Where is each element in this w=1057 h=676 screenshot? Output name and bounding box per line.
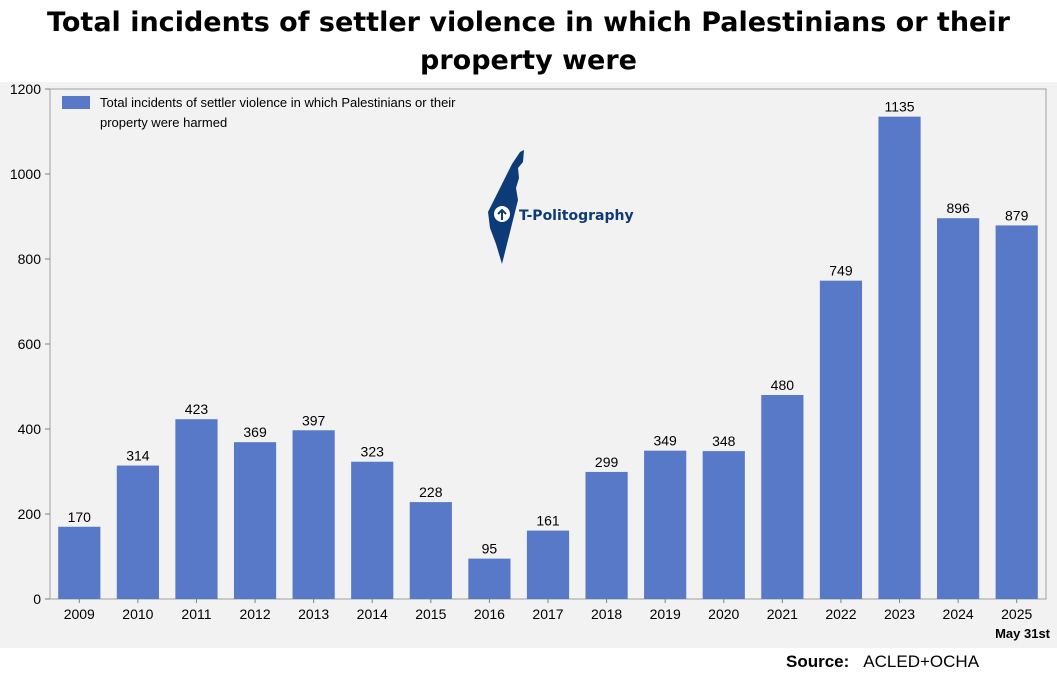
data-label-2023: 1135 bbox=[884, 99, 914, 115]
x-tick-label-2010: 2010 bbox=[122, 606, 153, 622]
data-label-2011: 423 bbox=[185, 401, 209, 417]
x-tick-label-2024: 2024 bbox=[943, 606, 974, 622]
bar-2019 bbox=[644, 450, 687, 599]
y-tick-label: 1200 bbox=[10, 82, 41, 97]
map-logo-icon bbox=[488, 150, 524, 264]
bar-2023 bbox=[878, 116, 921, 599]
bar-2025 bbox=[995, 225, 1038, 600]
x-tick-label-2012: 2012 bbox=[239, 606, 270, 622]
logo: T-Politography bbox=[482, 148, 634, 266]
data-label-2019: 349 bbox=[653, 433, 677, 449]
data-label-2010: 314 bbox=[126, 448, 150, 464]
logo-text: T-Politography bbox=[519, 208, 634, 224]
x-tick-label-2025: 2025 bbox=[1001, 606, 1032, 622]
source-value: ACLED+OCHA bbox=[863, 652, 980, 671]
data-label-2020: 348 bbox=[712, 433, 736, 449]
data-label-2024: 896 bbox=[946, 200, 970, 216]
chart-area: 0 200 400 600 800 1000 1200 2009 2010 2011 2012 201… bbox=[0, 82, 1057, 648]
bar-2022 bbox=[819, 280, 863, 599]
bar-2013 bbox=[292, 430, 335, 599]
x-tick-label-2023: 2023 bbox=[884, 606, 915, 622]
data-label-2021: 480 bbox=[771, 377, 795, 393]
source: Source: ACLED+OCHA bbox=[786, 652, 979, 672]
data-label-2016: 95 bbox=[482, 541, 498, 557]
data-label-2022: 749 bbox=[829, 263, 853, 279]
bar-chart: 0 200 400 600 800 1000 1200 2009 2010 2011 2012 201… bbox=[10, 82, 1051, 641]
bar-2012 bbox=[233, 442, 277, 599]
x-tick-label-2015: 2015 bbox=[415, 606, 446, 622]
legend: Total incidents of settler violence in w… bbox=[62, 95, 456, 130]
y-tick-label: 600 bbox=[18, 336, 42, 352]
legend-label-line2: property were harmed bbox=[100, 115, 227, 130]
legend-label-line1: Total incidents of settler violence in w… bbox=[100, 95, 456, 110]
data-label-2013: 397 bbox=[302, 412, 326, 428]
chart-title: Total incidents of settler violence in w… bbox=[0, 4, 1057, 118]
data-label-2014: 323 bbox=[361, 444, 385, 460]
data-label-2017: 161 bbox=[536, 513, 560, 529]
data-label-2025: 879 bbox=[1005, 207, 1029, 223]
bar-2021 bbox=[761, 395, 804, 599]
y-tick-label: 0 bbox=[33, 591, 41, 607]
x-tick-label-2009: 2009 bbox=[64, 606, 95, 622]
bar-2009 bbox=[58, 526, 101, 599]
bar-2014 bbox=[351, 461, 394, 599]
x-tick-label-2013: 2013 bbox=[298, 606, 329, 622]
x-tick-label-2014: 2014 bbox=[357, 606, 388, 622]
bar-2024 bbox=[937, 218, 980, 599]
bar-2015 bbox=[409, 502, 452, 599]
x-tick-label-2016: 2016 bbox=[474, 606, 505, 622]
bar-2020 bbox=[702, 451, 745, 599]
x-tick-label-2018: 2018 bbox=[591, 606, 622, 622]
bar-2011 bbox=[175, 419, 218, 599]
x-tick-label-2021: 2021 bbox=[767, 606, 798, 622]
y-tick-label: 400 bbox=[18, 421, 42, 437]
source-label: Source: bbox=[786, 652, 850, 671]
x-tick-label-2011: 2011 bbox=[181, 606, 211, 622]
data-label-2015: 228 bbox=[419, 484, 443, 500]
y-tick-label: 200 bbox=[18, 506, 42, 522]
data-label-2018: 299 bbox=[595, 454, 619, 470]
x-tick-label-2019: 2019 bbox=[650, 606, 681, 622]
bar-2010 bbox=[116, 465, 159, 599]
chart-title-line1: Total incidents of settler violence in w… bbox=[47, 7, 1010, 76]
date-annotation: May 31st bbox=[995, 626, 1051, 641]
x-tick-label-2022: 2022 bbox=[825, 606, 856, 622]
x-tick-label-2017: 2017 bbox=[532, 606, 563, 622]
data-label-2012: 369 bbox=[243, 424, 267, 440]
x-tick-label-2020: 2020 bbox=[708, 606, 739, 622]
bar-2016 bbox=[468, 558, 511, 599]
y-tick-label: 1000 bbox=[10, 166, 41, 182]
bar-2017 bbox=[526, 530, 570, 599]
data-label-2009: 170 bbox=[68, 509, 92, 525]
y-tick-label: 800 bbox=[18, 251, 42, 267]
legend-swatch bbox=[62, 96, 90, 109]
bar-2018 bbox=[585, 471, 628, 599]
